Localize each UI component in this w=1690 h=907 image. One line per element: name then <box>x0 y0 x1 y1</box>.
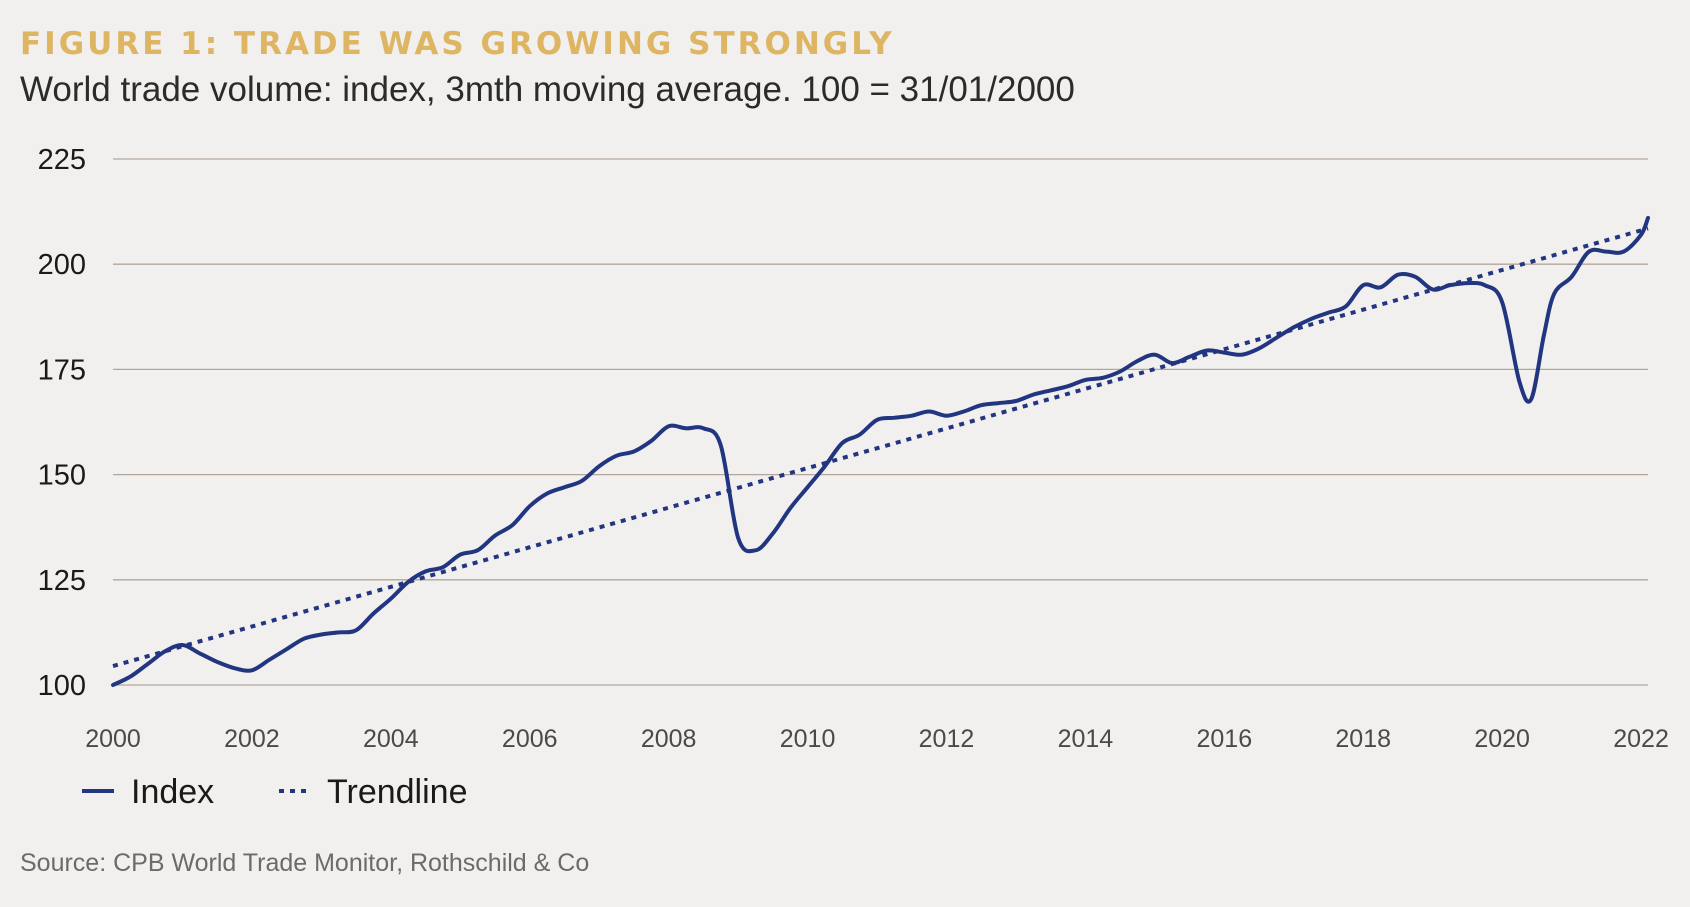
chart-source: Source: CPB World Trade Monitor, Rothsch… <box>20 849 590 877</box>
y-tick-label: 175 <box>38 354 86 386</box>
legend-index-label: Index <box>131 773 214 811</box>
gridlines <box>113 158 1648 686</box>
x-tick-label: 2022 <box>1613 725 1669 753</box>
chart-title: FIGURE 1: TRADE WAS GROWING STRONGLY <box>20 26 895 62</box>
x-tick-label: 2006 <box>502 725 558 753</box>
x-tick-label: 2000 <box>85 725 141 753</box>
x-tick-label: 2020 <box>1474 725 1530 753</box>
y-tick-label: 200 <box>38 249 86 281</box>
y-tick-label: 100 <box>38 670 86 702</box>
series-layer <box>111 215 1650 687</box>
x-tick-label: 2010 <box>780 725 836 753</box>
y-axis-ticks: 100 125 150 175 200 225 <box>38 144 86 702</box>
y-tick-label: 125 <box>38 565 86 597</box>
legend: Index Trendline <box>82 773 467 811</box>
y-tick-label: 150 <box>38 460 86 492</box>
x-tick-label: 2004 <box>363 725 419 753</box>
x-tick-label: 2002 <box>224 725 280 753</box>
y-tick-label: 225 <box>38 144 86 176</box>
series-line-index <box>111 215 1650 687</box>
x-tick-label: 2008 <box>641 725 697 753</box>
x-tick-label: 2012 <box>919 725 975 753</box>
x-tick-label: 2014 <box>1058 725 1114 753</box>
legend-trendline-label: Trendline <box>327 773 467 811</box>
x-tick-label: 2018 <box>1335 725 1391 753</box>
x-axis-ticks: 2000 2002 2004 2006 2008 2010 2012 2014 2016 2018… <box>85 725 1669 753</box>
chart-subtitle: World trade volume: index, 3mth moving a… <box>20 70 1075 109</box>
series-line-trendline <box>112 226 1649 669</box>
x-tick-label: 2016 <box>1196 725 1252 753</box>
